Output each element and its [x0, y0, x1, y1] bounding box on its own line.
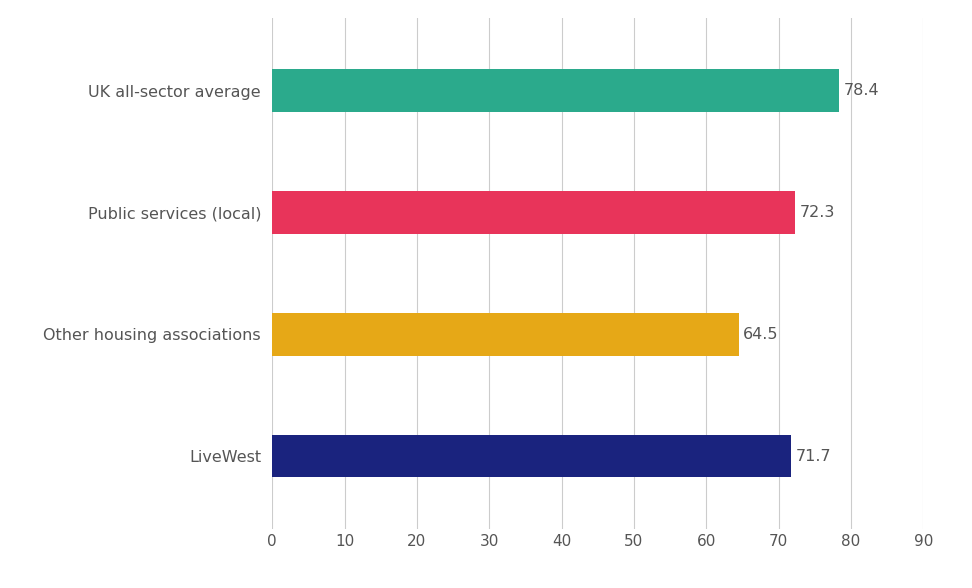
Bar — [272, 313, 739, 356]
Bar — [272, 69, 840, 112]
Bar — [272, 435, 791, 477]
Bar — [272, 191, 795, 234]
Text: 72.3: 72.3 — [800, 205, 835, 220]
Text: 71.7: 71.7 — [795, 449, 831, 463]
Text: 78.4: 78.4 — [844, 83, 880, 98]
Text: 64.5: 64.5 — [744, 327, 779, 342]
